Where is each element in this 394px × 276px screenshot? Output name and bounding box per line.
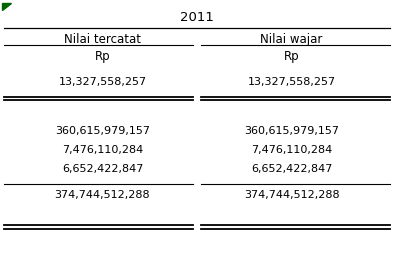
Text: Rp: Rp: [95, 50, 110, 63]
Text: Nilai tercatat: Nilai tercatat: [64, 33, 141, 46]
Text: Rp: Rp: [284, 50, 299, 63]
Text: 6,652,422,847: 6,652,422,847: [251, 164, 332, 174]
Polygon shape: [2, 3, 11, 10]
Text: Nilai wajar: Nilai wajar: [260, 33, 323, 46]
Text: 7,476,110,284: 7,476,110,284: [62, 145, 143, 155]
Text: 374,744,512,288: 374,744,512,288: [55, 190, 150, 200]
Text: 6,652,422,847: 6,652,422,847: [62, 164, 143, 174]
Text: 2011: 2011: [180, 11, 214, 24]
Text: 360,615,979,157: 360,615,979,157: [55, 126, 150, 136]
Text: 374,744,512,288: 374,744,512,288: [244, 190, 339, 200]
Text: 13,327,558,257: 13,327,558,257: [58, 77, 147, 87]
Text: 360,615,979,157: 360,615,979,157: [244, 126, 339, 136]
Text: 7,476,110,284: 7,476,110,284: [251, 145, 332, 155]
Text: 13,327,558,257: 13,327,558,257: [247, 77, 336, 87]
